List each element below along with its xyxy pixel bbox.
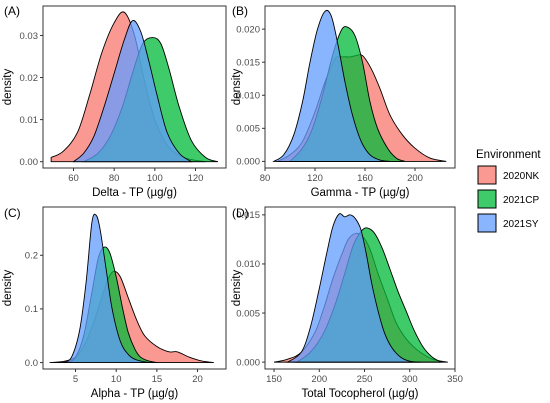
y-tick-label: 0.010 [236, 91, 260, 102]
y-axis-title: density [231, 69, 243, 106]
x-tick-label: 200 [407, 173, 423, 184]
legend-label: 2021CP [503, 195, 539, 206]
y-tick-label: 0.0 [25, 358, 38, 369]
density-areas [50, 11, 219, 163]
x-tick-label: 80 [260, 173, 271, 184]
panel-tag: (A) [4, 4, 20, 18]
y-axis-title: density [2, 270, 14, 307]
x-tick-label: 120 [307, 173, 323, 184]
panel-3: 5 10 15 20 0.0 0.1 0.2 Alpha - TP (µg/g) density… [2, 206, 227, 400]
x-axis-title: Gamma - TP (µg/g) [311, 187, 410, 199]
y-tick-label: 0.015 [236, 58, 260, 69]
density-area-2021SY [72, 20, 193, 163]
legend-swatch [477, 165, 497, 185]
y-tick-label: 0.2 [25, 251, 38, 262]
x-tick-label: 300 [402, 374, 418, 385]
panel-border [264, 5, 456, 169]
panel-tag: (B) [232, 4, 248, 18]
x-tick-label: 200 [311, 374, 327, 385]
y-axis-title: density [2, 69, 14, 106]
panel-1: 60 80 100 120 0.00 0.01 0.02 0.03 Delta - TP (µg… [2, 4, 227, 199]
panel-border [42, 206, 227, 370]
panel-tag: (C) [4, 206, 21, 220]
legend: Environment 2020NK 2021CP 2021SY [476, 149, 541, 233]
panels-layer: 60 80 100 120 0.00 0.01 0.02 0.03 Delta - TP (µg… [2, 4, 463, 400]
x-tick-label: 60 [68, 173, 79, 184]
legend-swatch [477, 189, 497, 209]
legend-item-2021CP: 2021CP [477, 189, 539, 209]
density-area-2021SY [61, 213, 149, 364]
x-tick-label: 5 [73, 374, 78, 385]
y-tick-label: 0.03 [20, 31, 39, 42]
y-tick-label: 0.010 [236, 259, 260, 270]
y-tick-label: 0.015 [236, 210, 260, 221]
x-tick-label: 15 [152, 374, 163, 385]
y-tick-label: 0.01 [20, 115, 39, 126]
y-axis-title: density [231, 270, 243, 307]
x-tick-label: 80 [109, 173, 120, 184]
x-tick-label: 160 [357, 173, 373, 184]
x-tick-label: 250 [357, 374, 373, 385]
density-areas [272, 9, 447, 162]
x-tick-label: 10 [111, 374, 122, 385]
density-area-2021SY [286, 213, 421, 363]
density-areas [49, 213, 214, 364]
y-tick-label: 0.00 [20, 157, 39, 168]
y-tick-label: 0.005 [236, 308, 260, 319]
panel-2: 80 120 160 200 0.000 0.005 0.010 0.015 0.020 Gamm… [231, 4, 456, 199]
y-tick-label: 0.1 [25, 304, 38, 315]
legend-title: Environment [476, 149, 541, 161]
x-axis-title: Alpha - TP (µg/g) [91, 388, 179, 400]
panel-border [42, 5, 227, 169]
x-tick-label: 120 [188, 173, 204, 184]
y-tick-label: 0.02 [20, 73, 39, 84]
panel-border [264, 206, 456, 370]
x-axis-title: Total Tocopherol (µg/g) [301, 388, 418, 400]
x-tick-label: 150 [266, 374, 282, 385]
legend-swatch [477, 213, 497, 233]
legend-item-2020NK: 2020NK [477, 165, 539, 185]
x-tick-label: 100 [147, 173, 163, 184]
density-areas [273, 213, 448, 363]
legend-label: 2021SY [503, 219, 539, 230]
x-tick-label: 20 [192, 374, 203, 385]
legend-item-2021SY: 2021SY [477, 213, 539, 233]
density-area-2021SY [272, 9, 391, 162]
y-tick-label: 0.020 [236, 24, 260, 35]
legend-label: 2020NK [503, 171, 539, 182]
y-tick-label: 0.000 [236, 157, 260, 168]
panel-tag: (D) [232, 206, 249, 220]
y-tick-label: 0.005 [236, 124, 260, 135]
x-axis-title: Delta - TP (µg/g) [92, 187, 177, 199]
panel-4: 150 200 250 300 350 0.000 0.005 0.010 0.015 Total… [231, 206, 463, 400]
y-tick-label: 0.000 [236, 357, 260, 368]
x-tick-label: 350 [447, 374, 463, 385]
